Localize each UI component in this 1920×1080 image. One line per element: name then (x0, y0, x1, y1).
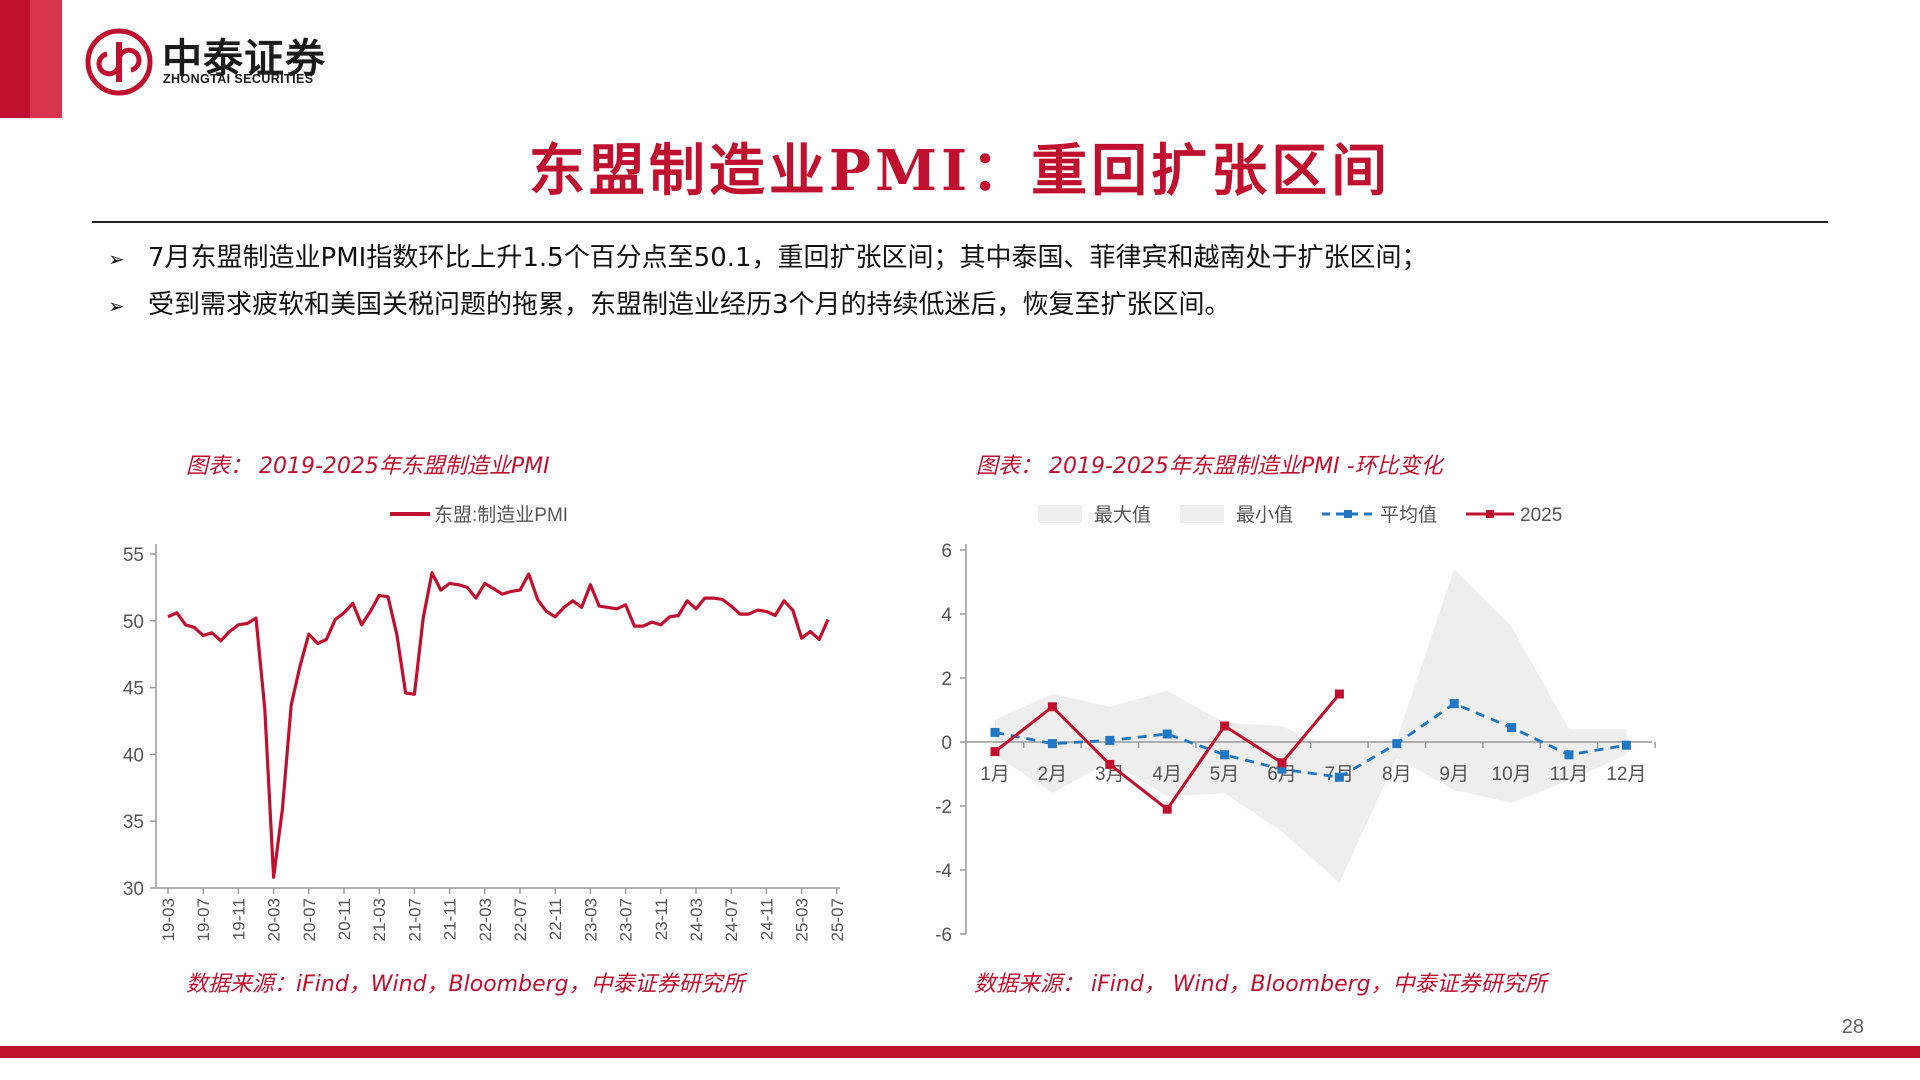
x-tick-label: 12月 (1606, 764, 1646, 785)
pmi-line-chart: 东盟:制造业PMI 30 35 40 45 50 55 19-03 19-07 19-11 20-… (123, 504, 847, 941)
x-tick-label: 22-07 (511, 898, 530, 941)
y-tick-label: -4 (935, 861, 952, 882)
avg-point (1047, 739, 1057, 749)
footer-bar (0, 1046, 1920, 1058)
legend-label-2025: 2025 (1520, 505, 1562, 526)
y-tick-label: 6 (941, 541, 952, 562)
y-tick-label: 45 (123, 679, 144, 700)
avg-series-line (994, 702, 1627, 779)
page-title: 东盟制造业PMI：重回扩张区间 (528, 138, 1392, 204)
x-tick-label: 1月 (980, 764, 1010, 785)
legend-label-avg: 平均值 (1380, 504, 1437, 526)
avg-point (1162, 729, 1172, 739)
x-tick-label: 9月 (1439, 764, 1469, 785)
arrow-bullet-icon: ➢ (108, 294, 125, 318)
x-tick-label: 23-03 (581, 898, 600, 941)
point-2025 (1047, 702, 1057, 712)
point-2025 (1105, 759, 1115, 769)
x-tick-label: 21-03 (370, 898, 389, 941)
corner-band-dark (0, 0, 30, 118)
point-2025 (1277, 758, 1287, 768)
avg-point (1277, 764, 1287, 774)
x-tick-label: 23-07 (617, 898, 636, 941)
x-tick-label: 20-11 (335, 898, 354, 940)
avg-point (1564, 750, 1574, 760)
x-tick-label: 23-11 (652, 898, 671, 940)
y-tick-label: 0 (941, 733, 952, 754)
max-area (995, 569, 1627, 752)
legend-label-min: 最小值 (1236, 504, 1293, 526)
y-tick-label: -6 (935, 925, 952, 946)
page-number: 28 (1841, 1016, 1864, 1038)
y-tick-label: 2 (941, 669, 952, 690)
x-tick-label: 4月 (1152, 764, 1182, 785)
x-tick-label: 22-11 (546, 898, 565, 940)
x-tick-label: 24-11 (757, 898, 776, 940)
legend-label-max: 最大值 (1094, 504, 1151, 526)
brand-name-cn: 中泰证券 (162, 36, 326, 82)
arrow-bullet-icon: ➢ (108, 247, 125, 271)
corner-band-light (30, 0, 62, 118)
x-tick-label: 24-07 (722, 898, 741, 941)
right-chart-caption: 图表： 2019-2025年东盟制造业PMI -环比变化 (976, 454, 1443, 479)
left-chart-source: 数据来源：iFind，Wind，Bloomberg，中泰证券研究所 (186, 972, 745, 997)
legend-swatch-min (1180, 505, 1224, 523)
x-tick-label: 5月 (1210, 764, 1240, 785)
x-tick-label: 21-11 (441, 898, 460, 940)
min-area (995, 742, 1627, 883)
bullet-list: ➢ 7月东盟制造业PMI指数环比上升1.5个百分点至50.1，重回扩张区间；其中泰… (108, 238, 1428, 332)
avg-point (990, 727, 1000, 737)
x-tick-label: 11月 (1550, 764, 1589, 785)
x-tick-label: 20-03 (265, 898, 284, 941)
legend-marker-2025 (1486, 510, 1494, 518)
bullet-text: 受到需求疲软和美国关税问题的拖累，东盟制造业经历3个月的持续低迷后，恢复至扩张区… (148, 290, 1231, 320)
y-tick-label: 50 (123, 612, 144, 633)
legend-swatch-max (1038, 505, 1082, 523)
x-tick-label: 21-07 (405, 898, 424, 941)
point-2025 (1220, 721, 1230, 731)
point-2025 (1334, 689, 1344, 699)
avg-point (1621, 740, 1631, 750)
left-chart-caption: 图表： 2019-2025年东盟制造业PMI (186, 454, 550, 479)
x-tick-label: 25-07 (828, 898, 847, 941)
y-tick-label: 55 (123, 545, 144, 566)
x-tick-label: 10月 (1492, 764, 1532, 785)
bullet-item: ➢ 7月东盟制造业PMI指数环比上升1.5个百分点至50.1，重回扩张区间；其中泰… (108, 238, 1428, 285)
x-tick-label: 2月 (1038, 764, 1068, 785)
x-tick-label: 20-07 (300, 898, 319, 941)
x-tick-label: 25-03 (793, 898, 812, 941)
title-divider (92, 221, 1828, 223)
x-tick-label: 6月 (1267, 764, 1297, 785)
x-tick-label: 22-03 (476, 898, 495, 941)
avg-point (1392, 739, 1402, 749)
x-tick-label: 8月 (1382, 764, 1412, 785)
point-2025 (990, 747, 1000, 757)
bullet-text: 7月东盟制造业PMI指数环比上升1.5个百分点至50.1，重回扩张区间；其中泰国… (148, 243, 1428, 273)
y-tick-label: 4 (941, 605, 952, 626)
brand-name-en: ZHONGTAI SECURITIES (163, 72, 314, 86)
bullet-item: ➢ 受到需求疲软和美国关税问题的拖累，东盟制造业经历3个月的持续低迷后，恢复至扩张… (108, 285, 1428, 332)
x-tick-label: 19-11 (229, 898, 248, 940)
x-tick-label: 24-03 (687, 898, 706, 941)
y-tick-label: 30 (123, 879, 144, 900)
x-tick-label: 19-03 (159, 898, 178, 941)
legend-label-pmi: 东盟:制造业PMI (434, 504, 568, 526)
point-2025 (1162, 804, 1172, 814)
y-tick-label: 35 (123, 812, 144, 833)
avg-point (1220, 750, 1230, 760)
zhongtai-logo-icon (85, 28, 153, 96)
x-tick-label: 19-07 (194, 898, 213, 941)
y-tick-label: -2 (935, 797, 952, 818)
avg-point (1507, 723, 1517, 733)
pmi-series-line (167, 571, 830, 879)
avg-point (1105, 735, 1115, 745)
avg-point (1334, 772, 1344, 782)
legend-marker-avg (1344, 510, 1352, 518)
y-tick-label: 40 (123, 745, 144, 766)
avg-point (1449, 699, 1459, 709)
right-chart-source: 数据来源： iFind， Wind，Bloomberg，中泰证券研究所 (974, 972, 1547, 997)
